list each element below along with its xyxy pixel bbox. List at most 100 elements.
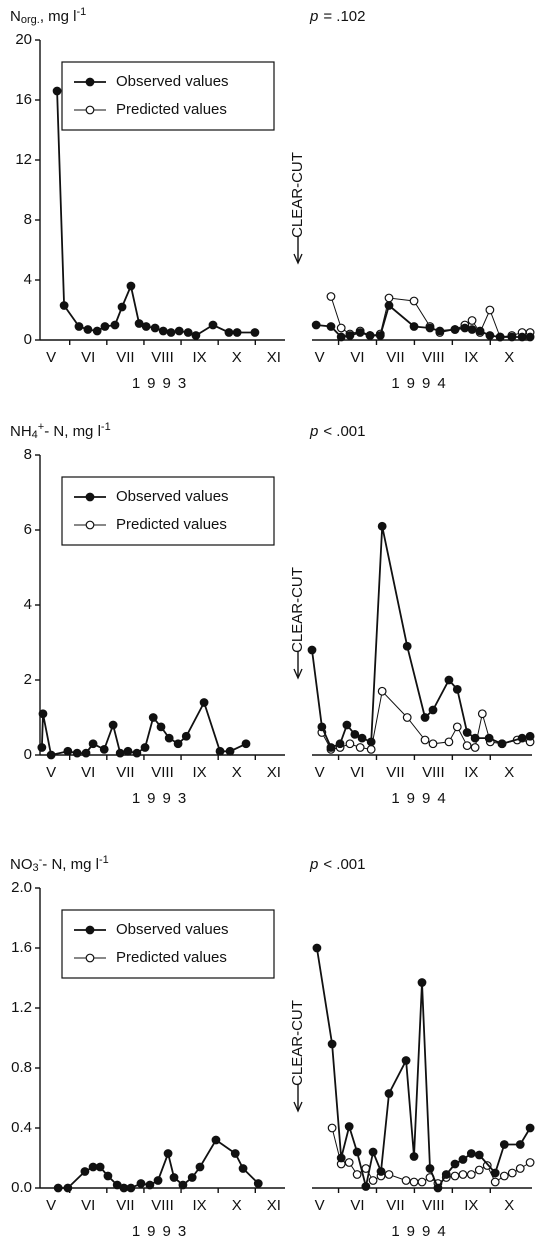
data-point — [458, 1155, 468, 1164]
x-tick-label: IX — [464, 764, 478, 781]
legend-label: Predicted values — [116, 516, 227, 533]
data-point — [458, 1170, 468, 1179]
x-tick-label: VII — [386, 1197, 404, 1214]
legend-marker — [85, 925, 95, 935]
data-point — [420, 713, 430, 722]
x-tick-label: VII — [116, 349, 134, 366]
data-point — [163, 1149, 173, 1158]
event-label: CLEAR-CUT — [289, 567, 306, 653]
x-tick-label: VI — [81, 349, 95, 366]
data-point — [355, 743, 365, 752]
legend-label: Observed values — [116, 488, 229, 505]
data-point — [450, 1159, 460, 1169]
y-tick-label: 0 — [24, 746, 32, 763]
legend-marker — [85, 953, 95, 963]
data-point — [409, 1177, 419, 1187]
data-point — [507, 332, 517, 342]
data-point — [63, 746, 73, 756]
data-point — [336, 323, 346, 333]
data-point — [384, 1170, 394, 1179]
year-label: 1994 — [391, 375, 452, 392]
data-point — [164, 733, 174, 743]
data-point — [187, 1173, 197, 1182]
data-point — [470, 733, 480, 743]
data-point — [361, 1182, 371, 1191]
data-point — [169, 1173, 179, 1182]
data-point — [230, 1149, 240, 1158]
x-tick-label: VI — [81, 1197, 95, 1214]
title-part: NO — [10, 856, 33, 873]
data-point — [326, 743, 336, 752]
legend-marker — [85, 492, 95, 502]
title-part: - N, mg l — [44, 423, 101, 440]
data-point — [474, 1150, 484, 1160]
data-point — [136, 1179, 146, 1188]
data-point — [100, 322, 110, 331]
data-point — [108, 720, 118, 730]
data-point — [59, 301, 69, 310]
data-point — [99, 744, 109, 754]
data-point — [409, 322, 419, 331]
data-point — [317, 722, 327, 732]
year-label: 1993 — [132, 375, 193, 392]
y-tick-label: 2 — [24, 671, 32, 688]
y-tick-label: 8 — [24, 446, 32, 463]
data-point — [384, 293, 394, 303]
legend-box — [61, 909, 275, 979]
data-point — [357, 733, 367, 743]
x-tick-label: VIII — [422, 349, 445, 366]
x-tick-label: VI — [350, 349, 364, 366]
legend-box — [61, 61, 275, 131]
data-point — [417, 1177, 427, 1187]
data-point — [515, 1140, 525, 1149]
data-point — [81, 748, 91, 758]
title-part: - — [39, 854, 43, 866]
data-point — [208, 320, 218, 330]
data-point — [238, 1164, 248, 1173]
data-point — [140, 743, 150, 752]
data-point — [368, 1176, 378, 1185]
legend-label: Observed values — [116, 921, 229, 938]
data-point — [134, 319, 144, 328]
x-tick-label: XI — [267, 349, 281, 366]
data-point — [485, 305, 495, 315]
y-tick-label: 0.4 — [11, 1119, 32, 1136]
data-point — [95, 1162, 105, 1172]
data-point — [466, 1170, 476, 1179]
x-tick-label: V — [46, 764, 56, 781]
y-tick-label: 20 — [15, 31, 32, 48]
x-tick-label: VI — [81, 764, 95, 781]
data-point — [525, 332, 535, 342]
data-point — [402, 713, 412, 722]
p-text: < .001 — [323, 856, 365, 873]
y-tick-label: 2.0 — [11, 879, 32, 896]
title-part: org. — [21, 14, 40, 26]
data-point — [174, 326, 184, 336]
data-point — [401, 1056, 411, 1065]
data-point — [420, 735, 430, 745]
data-point — [327, 1039, 337, 1049]
legend-label: Predicted values — [116, 949, 227, 966]
data-point — [470, 743, 480, 752]
p-value: p = .102 — [309, 8, 365, 25]
x-tick-label: IX — [193, 764, 207, 781]
y-tick-label: 0 — [24, 331, 32, 348]
data-point — [462, 728, 472, 737]
data-point — [517, 733, 527, 743]
y-tick-label: 1.6 — [11, 939, 32, 956]
data-point — [53, 1183, 63, 1193]
title-part: -1 — [77, 6, 87, 18]
data-point — [490, 1177, 500, 1187]
data-point — [462, 741, 472, 751]
data-point — [409, 296, 419, 306]
data-point — [444, 737, 454, 747]
data-point — [344, 1158, 354, 1167]
y-tick-label: 0.8 — [11, 1059, 32, 1076]
x-tick-label: X — [232, 1197, 242, 1214]
legend-marker — [85, 105, 95, 115]
data-point — [345, 331, 355, 340]
data-point — [485, 331, 495, 340]
chart-title: Norg., mg l-1 — [10, 6, 86, 26]
p-text: < .001 — [323, 423, 365, 440]
x-tick-label: VII — [116, 1197, 134, 1214]
